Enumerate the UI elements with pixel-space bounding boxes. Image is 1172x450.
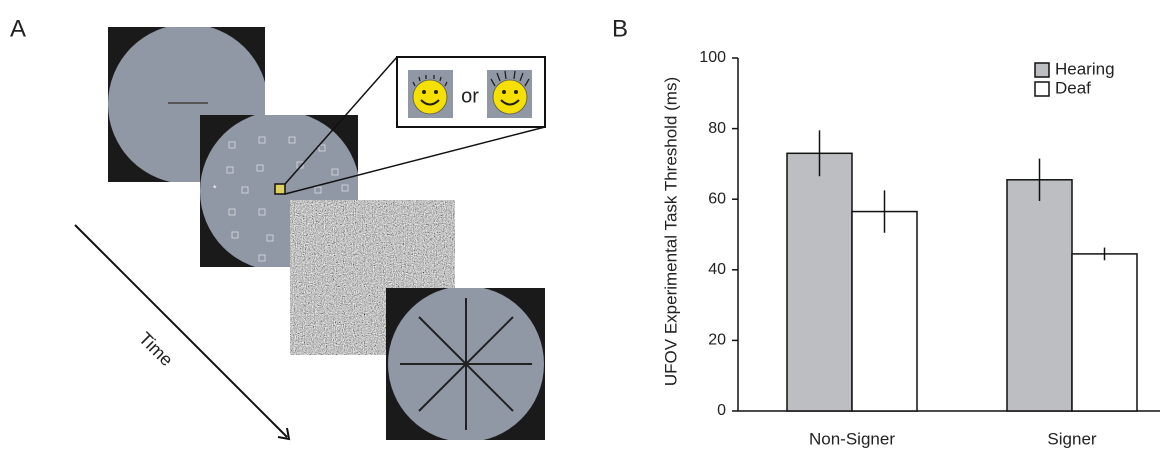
time-label: Time [135, 328, 177, 370]
distractor [256, 164, 264, 172]
bar [1006, 179, 1073, 412]
y-tick-label: 20 [708, 332, 726, 349]
bar [1071, 253, 1138, 412]
legend-swatch [1034, 81, 1050, 97]
distractor [258, 208, 266, 216]
distractor [266, 234, 274, 242]
distractor [318, 144, 326, 152]
distractor [331, 168, 339, 176]
distractor [258, 136, 266, 144]
y-tick-label: 40 [708, 261, 726, 278]
distractor [258, 254, 266, 262]
bar [786, 152, 853, 412]
stimulus-sequence: * or Time [74, 27, 546, 441]
distractor [231, 231, 239, 239]
distractor [228, 208, 236, 216]
y-tick-label: 80 [708, 120, 726, 137]
panel-label: A [10, 15, 26, 42]
legend-label: Hearing [1055, 59, 1115, 78]
x-tick-label: Signer [1047, 429, 1096, 448]
distractor [241, 186, 249, 194]
distractor [226, 166, 234, 174]
distractor [288, 136, 296, 144]
distractor [314, 186, 322, 194]
bar [851, 210, 918, 412]
y-tick-label: 0 [717, 402, 726, 419]
y-axis-label: UFOV Experimental Task Threshold (ms) [661, 77, 680, 386]
legend-swatch [1034, 62, 1050, 78]
legend-label: Deaf [1055, 78, 1091, 97]
panel-label: B [612, 15, 628, 42]
svg-text:*: * [213, 183, 217, 193]
y-tick-label: 60 [708, 190, 726, 207]
x-tick-label: Non-Signer [809, 429, 895, 448]
distractor [341, 184, 349, 192]
or-label: or [461, 85, 479, 107]
distractor [228, 141, 236, 149]
y-tick-label: 100 [699, 49, 726, 66]
